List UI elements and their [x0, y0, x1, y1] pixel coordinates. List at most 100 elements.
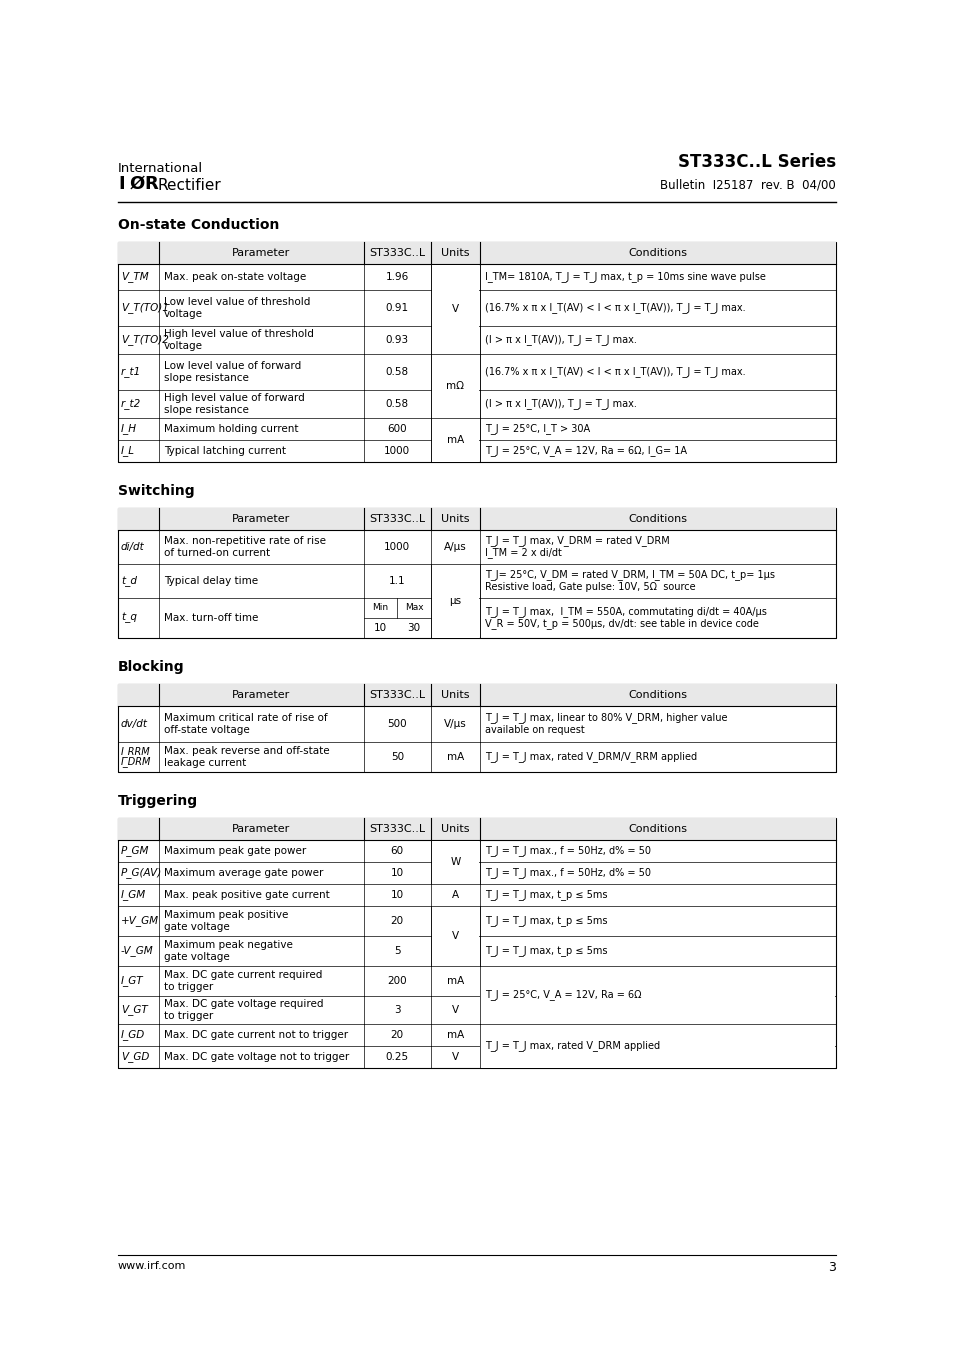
Text: Maximum critical rate of rise of: Maximum critical rate of rise of [164, 713, 327, 723]
Text: V_T(TO)1: V_T(TO)1 [121, 303, 169, 313]
Text: ST333C..L Series: ST333C..L Series [678, 153, 835, 172]
Text: T_J = 25°C, V_A = 12V, Ra = 6Ω: T_J = 25°C, V_A = 12V, Ra = 6Ω [484, 1005, 640, 1016]
Text: to trigger: to trigger [164, 1011, 213, 1021]
Text: V: V [452, 931, 458, 942]
Text: 0.58: 0.58 [385, 399, 409, 409]
Text: 500: 500 [387, 719, 407, 730]
Text: t_q: t_q [121, 613, 137, 623]
Text: (16.7% x π x I_T(AV) < I < π x I_T(AV)), T_J = T_J max.: (16.7% x π x I_T(AV) < I < π x I_T(AV)),… [484, 303, 744, 313]
Text: I_DRM: I_DRM [121, 757, 152, 767]
Bar [480, 966, 835, 1024]
Text: mA: mA [446, 1029, 463, 1040]
Text: Max. peak on-state voltage: Max. peak on-state voltage [164, 272, 306, 282]
Text: 3: 3 [827, 1260, 835, 1274]
Text: Parameter: Parameter [232, 824, 290, 834]
Text: On-state Conduction: On-state Conduction [118, 218, 279, 232]
Text: to trigger: to trigger [164, 982, 213, 992]
Bar [431, 419, 478, 462]
Text: mΩ: mΩ [446, 381, 464, 390]
Text: Units: Units [440, 249, 469, 258]
Text: I_H: I_H [121, 424, 137, 435]
Text: 20: 20 [391, 916, 403, 925]
Text: Typical delay time: Typical delay time [164, 576, 257, 586]
Text: Max. non-repetitive rate of rise: Max. non-repetitive rate of rise [164, 536, 326, 546]
Text: T_J = T_J max, linear to 80% V_DRM, higher value: T_J = T_J max, linear to 80% V_DRM, high… [484, 712, 726, 723]
Text: 60: 60 [391, 846, 403, 857]
Text: T_J = T_J max, rated V_DRM applied: T_J = T_J max, rated V_DRM applied [484, 1040, 659, 1051]
Text: μs: μs [449, 613, 461, 623]
Text: Ø: Ø [130, 176, 145, 193]
Text: 1.1: 1.1 [389, 576, 405, 586]
Text: Conditions: Conditions [628, 249, 687, 258]
Text: Conditions: Conditions [628, 513, 687, 524]
Text: Min: Min [372, 604, 388, 612]
Text: mA: mA [446, 435, 463, 444]
Text: mA: mA [446, 753, 463, 762]
Text: V: V [452, 272, 458, 282]
Text: 0.93: 0.93 [385, 335, 409, 345]
Text: P_GM: P_GM [121, 846, 150, 857]
Text: I_TM= 1810A, T_J = T_J max, t_p = 10ms sine wave pulse: I_TM= 1810A, T_J = T_J max, t_p = 10ms s… [484, 272, 765, 282]
Text: Maximum peak negative: Maximum peak negative [164, 940, 293, 950]
Text: 5: 5 [394, 946, 400, 957]
Text: voltage: voltage [164, 309, 203, 319]
Bar [118, 508, 835, 638]
Text: V_TM: V_TM [121, 272, 149, 282]
Text: voltage: voltage [164, 340, 203, 351]
Text: www.irf.com: www.irf.com [118, 1260, 186, 1271]
Text: W: W [450, 846, 460, 857]
Text: Low level value of threshold: Low level value of threshold [164, 297, 310, 307]
Text: R: R [144, 176, 157, 193]
Text: W: W [450, 867, 460, 878]
Text: Parameter: Parameter [232, 513, 290, 524]
Text: (I > π x I_T(AV)), T_J = T_J max.: (I > π x I_T(AV)), T_J = T_J max. [484, 335, 636, 346]
Text: 1.96: 1.96 [385, 272, 409, 282]
Text: Maximum peak gate power: Maximum peak gate power [164, 846, 306, 857]
Text: 0.25: 0.25 [385, 1052, 409, 1062]
Text: of turned-on current: of turned-on current [164, 549, 270, 558]
Text: T_J = 25°C, V_A = 12V, Ra = 6Ω, I_G= 1A: T_J = 25°C, V_A = 12V, Ra = 6Ω, I_G= 1A [484, 446, 686, 457]
Text: I_RRM: I_RRM [121, 747, 151, 758]
Text: Switching: Switching [118, 484, 194, 499]
Text: Units: Units [440, 690, 469, 700]
Text: A/μs: A/μs [443, 542, 466, 553]
Text: Low level value of forward: Low level value of forward [164, 361, 301, 372]
Text: I_GM: I_GM [121, 889, 146, 901]
Text: slope resistance: slope resistance [164, 405, 249, 415]
Text: 0.91: 0.91 [385, 303, 409, 313]
Text: Resistive load, Gate pulse: 10V, 5Ω  source: Resistive load, Gate pulse: 10V, 5Ω sour… [484, 582, 695, 592]
Text: Max. DC gate current required: Max. DC gate current required [164, 970, 322, 979]
Text: (16.7% x π x I_T(AV) < I < π x I_T(AV)), T_J = T_J max.: (16.7% x π x I_T(AV) < I < π x I_T(AV)),… [484, 366, 744, 377]
Text: -V_GM: -V_GM [121, 946, 153, 957]
Text: Units: Units [440, 513, 469, 524]
Text: T_J = 25°C, V_A = 12V, Ra = 6Ω: T_J = 25°C, V_A = 12V, Ra = 6Ω [484, 975, 640, 986]
Text: 200: 200 [387, 975, 407, 986]
Text: Parameter: Parameter [232, 690, 290, 700]
Text: T_J = T_J max,  I_TM = 550A, commutating di/dt = 40A/μs: T_J = T_J max, I_TM = 550A, commutating … [484, 607, 766, 617]
Text: mA: mA [446, 424, 463, 434]
Bar [480, 1024, 835, 1067]
Text: Max. turn-off time: Max. turn-off time [164, 613, 258, 623]
Text: mΩ: mΩ [446, 399, 464, 409]
Text: Typical latching current: Typical latching current [164, 446, 286, 457]
Text: Max. DC gate current not to trigger: Max. DC gate current not to trigger [164, 1029, 348, 1040]
Text: T_J = T_J max, V_DRM = rated V_DRM: T_J = T_J max, V_DRM = rated V_DRM [484, 535, 669, 546]
Text: T_J = T_J max, rated V_DRM/V_RRM applied: T_J = T_J max, rated V_DRM/V_RRM applied [484, 751, 697, 762]
Text: V_GD: V_GD [121, 1051, 150, 1062]
Text: Max. DC gate voltage required: Max. DC gate voltage required [164, 998, 323, 1009]
Text: V/μs: V/μs [443, 719, 466, 730]
Bar [118, 508, 835, 530]
Bar [118, 684, 835, 771]
Text: ST333C..L: ST333C..L [369, 824, 425, 834]
Text: V_GT: V_GT [121, 1005, 148, 1016]
Text: Conditions: Conditions [628, 824, 687, 834]
Text: dv/dt: dv/dt [121, 719, 148, 730]
Text: Max. peak positive gate current: Max. peak positive gate current [164, 890, 330, 900]
Text: Triggering: Triggering [118, 794, 198, 808]
Bar [431, 840, 478, 884]
Text: 3: 3 [394, 1005, 400, 1015]
Text: 10: 10 [374, 623, 387, 634]
Bar [431, 907, 478, 966]
Text: High level value of forward: High level value of forward [164, 393, 304, 403]
Text: T_J = 25°C, I_T > 30A: T_J = 25°C, I_T > 30A [484, 424, 589, 435]
